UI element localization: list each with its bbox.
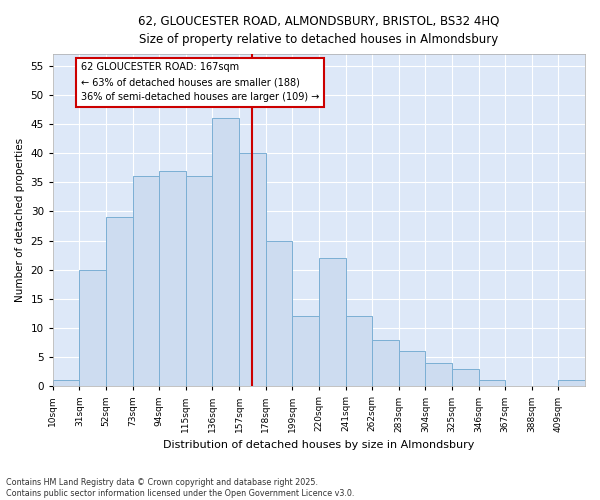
Title: 62, GLOUCESTER ROAD, ALMONDSBURY, BRISTOL, BS32 4HQ
Size of property relative to: 62, GLOUCESTER ROAD, ALMONDSBURY, BRISTO… <box>138 15 500 46</box>
Y-axis label: Number of detached properties: Number of detached properties <box>15 138 25 302</box>
Bar <box>292 316 319 386</box>
Bar <box>452 369 479 386</box>
Bar <box>212 118 239 386</box>
Bar <box>133 176 159 386</box>
Bar <box>399 352 425 386</box>
X-axis label: Distribution of detached houses by size in Almondsbury: Distribution of detached houses by size … <box>163 440 475 450</box>
Bar <box>186 176 212 386</box>
Text: 62 GLOUCESTER ROAD: 167sqm
← 63% of detached houses are smaller (188)
36% of sem: 62 GLOUCESTER ROAD: 167sqm ← 63% of deta… <box>81 62 319 102</box>
Bar <box>106 218 133 386</box>
Bar <box>239 153 266 386</box>
Bar <box>559 380 585 386</box>
Bar <box>479 380 505 386</box>
Bar <box>346 316 372 386</box>
Bar <box>266 240 292 386</box>
Bar <box>53 380 79 386</box>
Bar <box>372 340 399 386</box>
Bar <box>159 170 186 386</box>
Bar <box>79 270 106 386</box>
Bar <box>425 363 452 386</box>
Text: Contains HM Land Registry data © Crown copyright and database right 2025.
Contai: Contains HM Land Registry data © Crown c… <box>6 478 355 498</box>
Bar <box>319 258 346 386</box>
